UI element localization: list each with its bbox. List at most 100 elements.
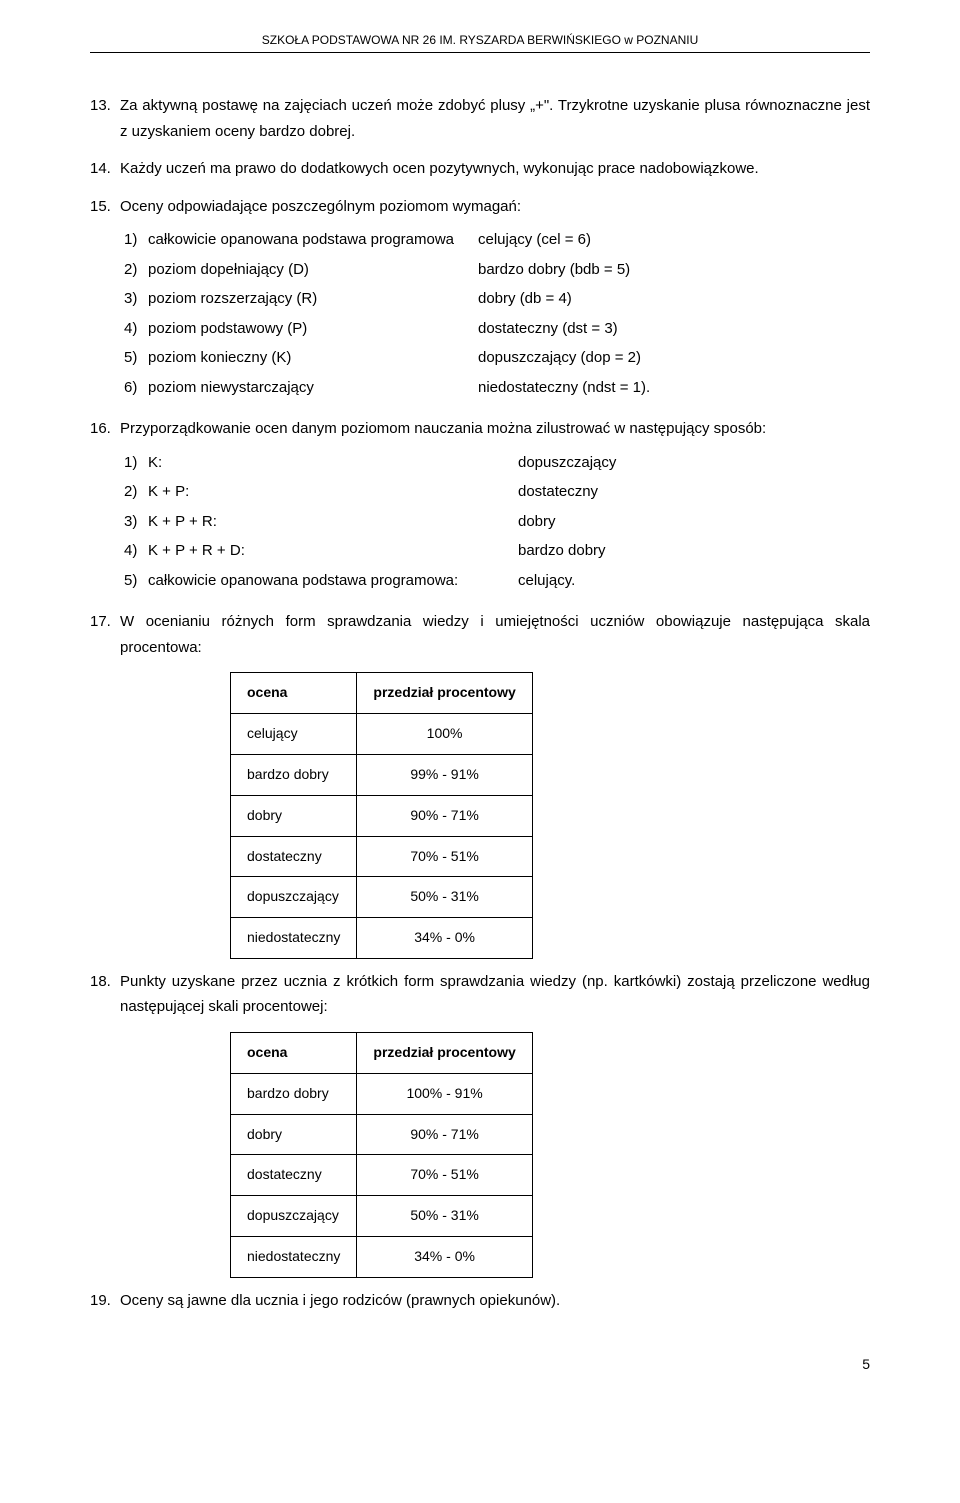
table-row: dostateczny70% - 51% — [231, 1155, 533, 1196]
sub-left: całkowicie opanowana podstawa programowa — [148, 227, 478, 253]
cell-grade: bardzo dobry — [231, 754, 357, 795]
sub-right: celujący (cel = 6) — [478, 227, 870, 253]
list-item: 5)poziom konieczny (K)dopuszczający (dop… — [120, 345, 870, 371]
grading-table-1: ocena przedział procentowy celujący100% … — [230, 672, 533, 959]
sub-left: poziom dopełniający (D) — [148, 257, 478, 283]
cell-range: 70% - 51% — [357, 1155, 532, 1196]
para-intro: Oceny odpowiadające poszczególnym poziom… — [120, 198, 521, 215]
sub-right: dobry (db = 4) — [478, 286, 870, 312]
cell-range: 99% - 91% — [357, 754, 532, 795]
sub-num: 5) — [120, 568, 148, 594]
table-row: dobry90% - 71% — [231, 795, 533, 836]
sub-left: poziom podstawowy (P) — [148, 316, 478, 342]
table-row: dopuszczający50% - 31% — [231, 1196, 533, 1237]
col-przedzial: przedział procentowy — [357, 673, 532, 714]
sub-left: poziom konieczny (K) — [148, 345, 478, 371]
sub-left: całkowicie opanowana podstawa programowa… — [148, 568, 518, 594]
para-num: 18. — [90, 969, 120, 1020]
para-body: Każdy uczeń ma prawo do dodatkowych ocen… — [120, 156, 870, 182]
cell-grade: dobry — [231, 1114, 357, 1155]
sub-left: K: — [148, 450, 518, 476]
para-num: 14. — [90, 156, 120, 182]
para-body: W ocenianiu różnych form sprawdzania wie… — [120, 609, 870, 660]
page-number: 5 — [90, 1353, 870, 1377]
para-15: 15. Oceny odpowiadające poszczególnym po… — [90, 194, 870, 405]
table-row: dopuszczający50% - 31% — [231, 877, 533, 918]
sub-num: 2) — [120, 479, 148, 505]
cell-range: 100% — [357, 714, 532, 755]
list-item: 5)całkowicie opanowana podstawa programo… — [120, 568, 870, 594]
para-num: 15. — [90, 194, 120, 405]
sub-right: bardzo dobry (bdb = 5) — [478, 257, 870, 283]
sub-num: 1) — [120, 227, 148, 253]
table-header-row: ocena przedział procentowy — [231, 1032, 533, 1073]
sub-left: K + P + R: — [148, 509, 518, 535]
para-body: Przyporządkowanie ocen danym poziomom na… — [120, 416, 870, 597]
cell-grade: dopuszczający — [231, 1196, 357, 1237]
table-row: bardzo dobry99% - 91% — [231, 754, 533, 795]
col-przedzial: przedział procentowy — [357, 1032, 532, 1073]
sub-num: 4) — [120, 316, 148, 342]
para-body: Oceny są jawne dla ucznia i jego rodzicó… — [120, 1288, 870, 1314]
table-row: niedostateczny34% - 0% — [231, 1236, 533, 1277]
cell-range: 70% - 51% — [357, 836, 532, 877]
para-num: 13. — [90, 93, 120, 144]
sub-num: 4) — [120, 538, 148, 564]
list-item: 1)K:dopuszczający — [120, 450, 870, 476]
cell-grade: dostateczny — [231, 1155, 357, 1196]
sub-left: K + P + R + D: — [148, 538, 518, 564]
table-row: dostateczny70% - 51% — [231, 836, 533, 877]
cell-range: 100% - 91% — [357, 1073, 532, 1114]
sub-left: poziom rozszerzający (R) — [148, 286, 478, 312]
sub-num: 3) — [120, 286, 148, 312]
sub-num: 1) — [120, 450, 148, 476]
para-num: 16. — [90, 416, 120, 597]
sub-num: 6) — [120, 375, 148, 401]
para-16: 16. Przyporządkowanie ocen danym poziomo… — [90, 416, 870, 597]
para-13: 13. Za aktywną postawę na zajęciach ucze… — [90, 93, 870, 144]
col-ocena: ocena — [231, 1032, 357, 1073]
para-body: Oceny odpowiadające poszczególnym poziom… — [120, 194, 870, 405]
sub-right: dostateczny — [518, 479, 870, 505]
table-row: bardzo dobry100% - 91% — [231, 1073, 533, 1114]
list-item: 2)poziom dopełniający (D)bardzo dobry (b… — [120, 257, 870, 283]
sublist-16: 1)K:dopuszczający 2)K + P:dostateczny 3)… — [120, 450, 870, 594]
cell-range: 34% - 0% — [357, 918, 532, 959]
cell-range: 50% - 31% — [357, 877, 532, 918]
cell-range: 34% - 0% — [357, 1236, 532, 1277]
para-17: 17. W ocenianiu różnych form sprawdzania… — [90, 609, 870, 660]
cell-grade: dobry — [231, 795, 357, 836]
para-intro: Przyporządkowanie ocen danym poziomom na… — [120, 420, 766, 437]
col-ocena: ocena — [231, 673, 357, 714]
sub-right: dostateczny (dst = 3) — [478, 316, 870, 342]
cell-grade: niedostateczny — [231, 918, 357, 959]
sub-right: dobry — [518, 509, 870, 535]
sub-right: niedostateczny (ndst = 1). — [478, 375, 870, 401]
list-item: 4)K + P + R + D:bardzo dobry — [120, 538, 870, 564]
sub-right: dopuszczający (dop = 2) — [478, 345, 870, 371]
para-14: 14. Każdy uczeń ma prawo do dodatkowych … — [90, 156, 870, 182]
para-19: 19. Oceny są jawne dla ucznia i jego rod… — [90, 1288, 870, 1314]
list-item: 1)całkowicie opanowana podstawa programo… — [120, 227, 870, 253]
sublist-15: 1)całkowicie opanowana podstawa programo… — [120, 227, 870, 400]
table-row: dobry90% - 71% — [231, 1114, 533, 1155]
cell-grade: niedostateczny — [231, 1236, 357, 1277]
table-row: niedostateczny34% - 0% — [231, 918, 533, 959]
sub-num: 3) — [120, 509, 148, 535]
table-header-row: ocena przedział procentowy — [231, 673, 533, 714]
table-row: celujący100% — [231, 714, 533, 755]
cell-grade: celujący — [231, 714, 357, 755]
para-body: Za aktywną postawę na zajęciach uczeń mo… — [120, 93, 870, 144]
cell-range: 90% - 71% — [357, 795, 532, 836]
cell-range: 50% - 31% — [357, 1196, 532, 1237]
cell-range: 90% - 71% — [357, 1114, 532, 1155]
sub-right: dopuszczający — [518, 450, 870, 476]
grading-table-2: ocena przedział procentowy bardzo dobry1… — [230, 1032, 533, 1278]
cell-grade: bardzo dobry — [231, 1073, 357, 1114]
page-header: SZKOŁA PODSTAWOWA NR 26 IM. RYSZARDA BER… — [90, 30, 870, 53]
para-body: Punkty uzyskane przez ucznia z krótkich … — [120, 969, 870, 1020]
sub-left: poziom niewystarczający — [148, 375, 478, 401]
list-item: 3)poziom rozszerzający (R)dobry (db = 4) — [120, 286, 870, 312]
sub-num: 5) — [120, 345, 148, 371]
sub-left: K + P: — [148, 479, 518, 505]
